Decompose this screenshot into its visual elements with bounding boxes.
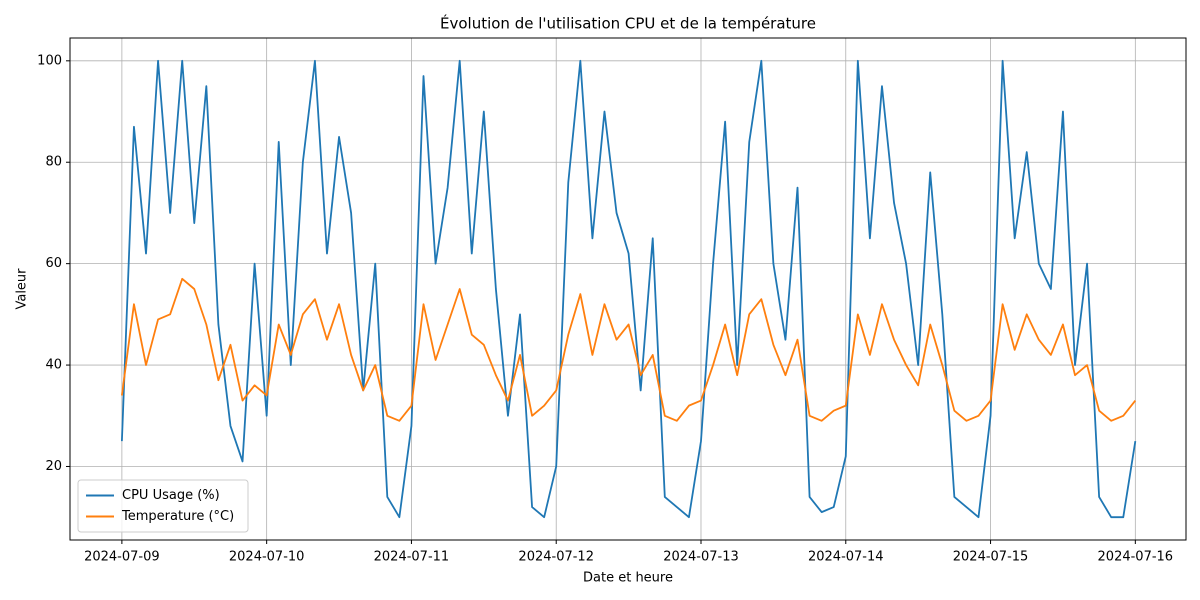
legend-label: Temperature (°C) [121,509,234,524]
y-axis-label: Valeur [15,268,30,310]
x-tick-label: 2024-07-12 [518,550,594,565]
y-tick-label: 60 [45,256,62,271]
x-tick-label: 2024-07-13 [663,550,739,565]
plot-frame [69,37,1187,541]
x-axis-label: Date et heure [583,571,673,586]
x-tick-label: 2024-07-16 [1098,550,1174,565]
legend: CPU Usage (%) Temperature (°C) [77,479,249,533]
series-line [120,277,1137,422]
y-tick-label: 20 [45,459,62,474]
x-tick-label: 2024-07-11 [374,550,450,565]
y-tick-label: 80 [45,155,62,170]
x-tick-label: 2024-07-14 [808,550,884,565]
y-tick-label: 40 [45,358,62,373]
x-tick-label: 2024-07-10 [229,550,305,565]
series-line [120,59,1137,519]
x-tick-label: 2024-07-15 [953,550,1029,565]
legend-box [77,479,249,533]
legend-label: CPU Usage (%) [122,488,220,503]
chart-title: Évolution de l'utilisation CPU et de la … [440,14,816,33]
x-tick-label: 2024-07-09 [84,550,160,565]
y-tick-label: 100 [37,53,62,68]
